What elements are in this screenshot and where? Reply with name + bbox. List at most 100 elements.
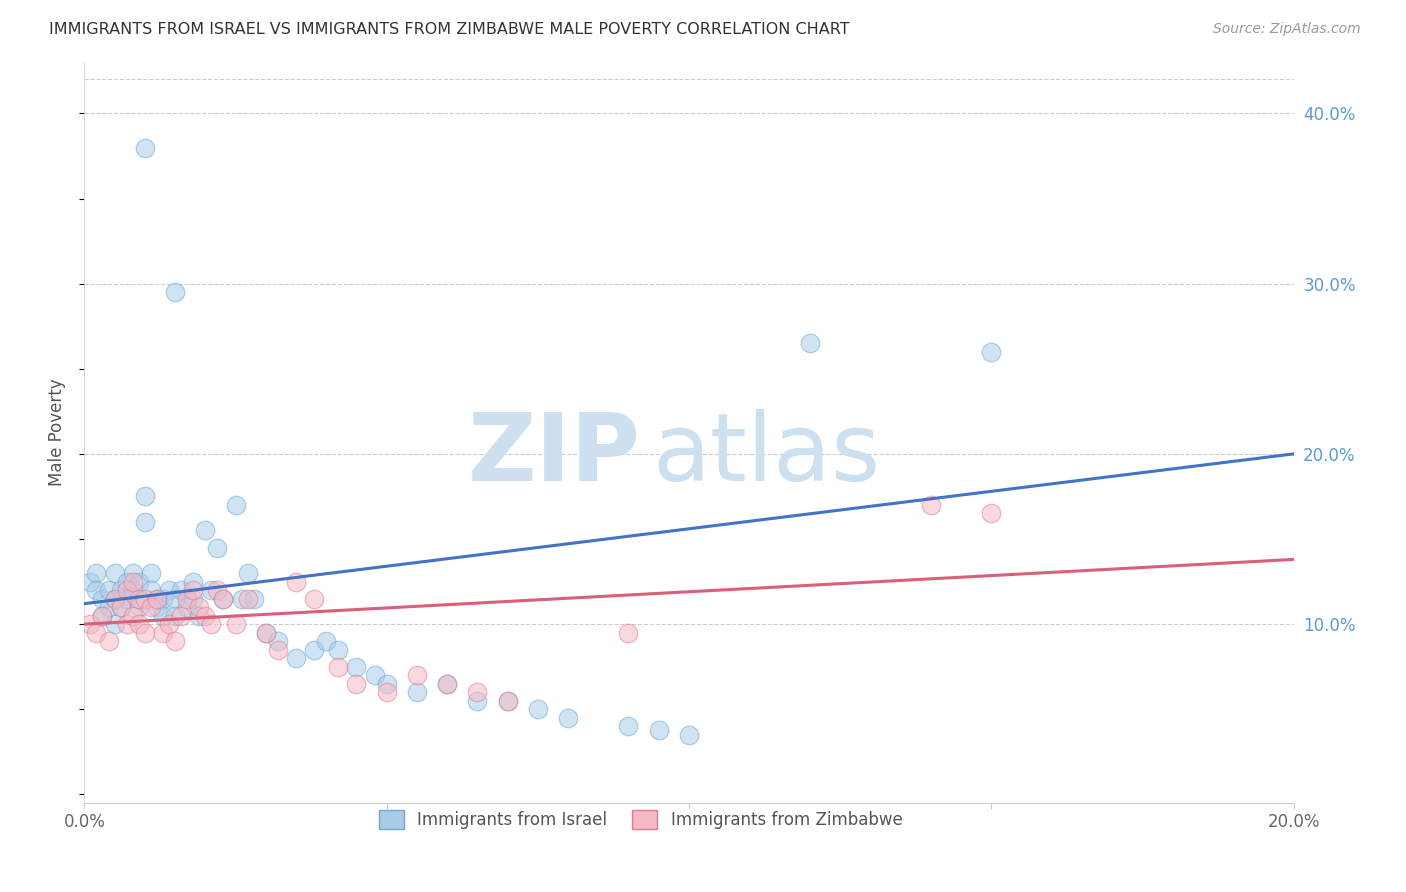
Point	[346, 676, 368, 690]
Point	[181, 591, 204, 606]
Point	[115, 591, 138, 606]
Point	[648, 723, 671, 737]
Point	[165, 608, 187, 623]
Point	[152, 625, 174, 640]
Point	[231, 591, 253, 606]
Point	[121, 566, 143, 580]
Point	[678, 728, 700, 742]
Point	[91, 608, 114, 623]
Point	[86, 625, 108, 640]
Point	[617, 625, 640, 640]
Point	[115, 617, 138, 632]
Point	[194, 608, 217, 623]
Point	[212, 591, 235, 606]
Point	[363, 668, 385, 682]
Point	[980, 344, 1002, 359]
Point	[134, 140, 156, 154]
Point	[86, 566, 108, 580]
Point	[110, 600, 132, 615]
Point	[91, 608, 114, 623]
Point	[121, 608, 143, 623]
Point	[346, 659, 368, 673]
Point	[212, 591, 235, 606]
Point	[242, 591, 264, 606]
Point	[188, 600, 211, 615]
Point	[146, 591, 169, 606]
Point	[496, 694, 519, 708]
Legend: Immigrants from Israel, Immigrants from Zimbabwe: Immigrants from Israel, Immigrants from …	[366, 797, 915, 843]
Point	[467, 685, 489, 699]
Point	[207, 541, 229, 555]
Point	[225, 617, 247, 632]
Point	[134, 515, 156, 529]
Point	[527, 702, 550, 716]
Point	[799, 336, 821, 351]
Point	[115, 574, 138, 589]
Point	[225, 498, 247, 512]
Point	[375, 685, 398, 699]
Point	[91, 591, 114, 606]
Point	[139, 566, 162, 580]
Point	[617, 719, 640, 733]
Point	[128, 574, 150, 589]
Point	[285, 651, 308, 665]
Point	[128, 600, 150, 615]
Point	[254, 625, 277, 640]
Point	[157, 582, 180, 597]
Point	[134, 490, 156, 504]
Point	[980, 507, 1002, 521]
Point	[181, 582, 204, 597]
Point	[170, 608, 193, 623]
Point	[146, 591, 169, 606]
Point	[328, 659, 350, 673]
Point	[315, 634, 337, 648]
Point	[200, 617, 222, 632]
Point	[134, 591, 156, 606]
Point	[436, 676, 458, 690]
Point	[302, 591, 325, 606]
Point	[157, 617, 180, 632]
Point	[97, 582, 120, 597]
Point	[146, 600, 169, 615]
Point	[920, 498, 942, 512]
Point	[181, 574, 204, 589]
Point	[267, 642, 290, 657]
Point	[194, 524, 217, 538]
Point	[110, 582, 132, 597]
Point	[375, 676, 398, 690]
Point	[285, 574, 308, 589]
Point	[176, 591, 198, 606]
Point	[104, 617, 127, 632]
Text: Source: ZipAtlas.com: Source: ZipAtlas.com	[1213, 22, 1361, 37]
Point	[104, 591, 127, 606]
Y-axis label: Male Poverty: Male Poverty	[48, 379, 66, 486]
Point	[406, 685, 429, 699]
Point	[139, 582, 162, 597]
Point	[79, 574, 101, 589]
Point	[176, 600, 198, 615]
Point	[115, 582, 138, 597]
Point	[165, 634, 187, 648]
Point	[97, 600, 120, 615]
Text: ZIP: ZIP	[468, 409, 641, 500]
Point	[79, 617, 101, 632]
Point	[86, 582, 108, 597]
Point	[152, 608, 174, 623]
Point	[104, 566, 127, 580]
Point	[267, 634, 290, 648]
Point	[406, 668, 429, 682]
Point	[436, 676, 458, 690]
Point	[152, 591, 174, 606]
Point	[121, 574, 143, 589]
Point	[134, 625, 156, 640]
Point	[170, 582, 193, 597]
Point	[121, 582, 143, 597]
Text: IMMIGRANTS FROM ISRAEL VS IMMIGRANTS FROM ZIMBABWE MALE POVERTY CORRELATION CHAR: IMMIGRANTS FROM ISRAEL VS IMMIGRANTS FRO…	[49, 22, 849, 37]
Point	[97, 634, 120, 648]
Point	[188, 608, 211, 623]
Point	[165, 285, 187, 300]
Point	[165, 591, 187, 606]
Point	[104, 591, 127, 606]
Point	[110, 600, 132, 615]
Point	[557, 711, 579, 725]
